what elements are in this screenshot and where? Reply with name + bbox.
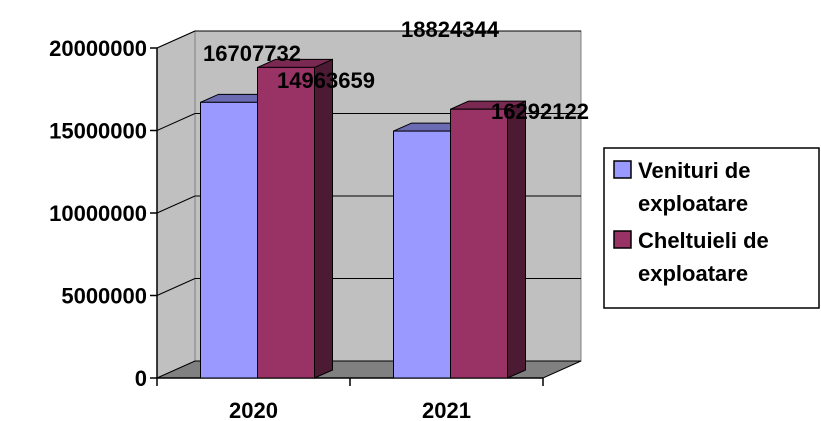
legend-label: exploatare bbox=[638, 261, 748, 286]
y-tick-label: 15000000 bbox=[49, 119, 147, 144]
legend-swatch bbox=[613, 230, 632, 249]
x-category-label: 2020 bbox=[229, 398, 278, 421]
bar-series2-2021 bbox=[450, 100, 526, 379]
legend: Venituri de exploatare Cheltuieli de exploa… bbox=[603, 147, 820, 309]
gridline-depth bbox=[156, 30, 196, 49]
y-tick-label: 5000000 bbox=[61, 284, 147, 309]
legend-label: Cheltuieli de bbox=[638, 228, 769, 253]
data-labels-group: 16707732 18824344 14963659 16292122 bbox=[203, 17, 589, 124]
legend-label: exploatare bbox=[638, 191, 748, 216]
x-category-label: 2021 bbox=[422, 398, 471, 421]
bars-group bbox=[200, 58, 526, 379]
gridline-depth bbox=[156, 113, 196, 131]
axes-group: 0 5000000 10000000 15000000 20000000 2020 2021 bbox=[49, 36, 544, 421]
data-label: 18824344 bbox=[401, 17, 500, 42]
y-tick-label: 10000000 bbox=[49, 201, 147, 226]
legend-swatch bbox=[613, 160, 632, 179]
legend-box bbox=[603, 147, 820, 309]
legend-label: Venituri de bbox=[638, 158, 750, 183]
bar-side-face bbox=[314, 58, 333, 379]
data-label: 14963659 bbox=[277, 68, 375, 93]
y-tick-label: 20000000 bbox=[49, 36, 147, 61]
bar-side-face bbox=[507, 100, 526, 379]
gridline-depth bbox=[156, 278, 196, 296]
gridline-depth bbox=[156, 195, 196, 214]
bar-front-face bbox=[257, 66, 315, 379]
bar-front-face bbox=[200, 101, 258, 379]
bar-front-face bbox=[450, 108, 508, 379]
bar-front-face bbox=[393, 130, 451, 379]
data-label: 16707732 bbox=[203, 41, 301, 66]
y-tick-label: 0 bbox=[135, 366, 147, 391]
data-label: 16292122 bbox=[491, 99, 589, 124]
bar-series2-2020 bbox=[257, 58, 333, 379]
